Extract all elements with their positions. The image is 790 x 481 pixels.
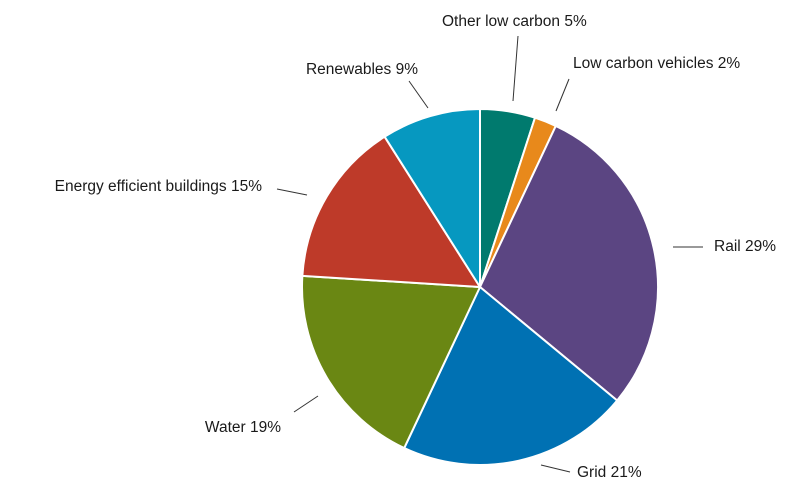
pie-slice-rail [479,124,659,402]
leader-line-low-carbon-vehicles [555,78,570,112]
leader-lines [276,35,703,473]
leader-line-water [293,395,319,413]
leader-line-energy-efficient-buildings [276,188,308,196]
slice-label-low-carbon-vehicles: Low carbon vehicles 2% [573,55,740,72]
pie-slice-grid [403,286,619,466]
pie-slice-renewables [383,108,481,288]
slice-label-rail: Rail 29% [714,238,776,255]
leader-line-other-low-carbon [512,35,519,102]
pie-slice-water [300,274,481,450]
slice-label-renewables: Renewables 9% [306,61,418,78]
slice-label-other-low-carbon: Other low carbon 5% [442,13,587,30]
slice-label-grid: Grid 21% [577,464,642,481]
slice-label-energy-efficient-buildings: Energy efficient buildings 15% [55,178,263,195]
pie-slices [300,108,659,466]
slice-label-water: Water 19% [205,419,281,436]
leader-line-grid [540,464,571,473]
pie-slice-energy-efficient-buildings [301,135,481,288]
leader-line-renewables [408,80,429,109]
